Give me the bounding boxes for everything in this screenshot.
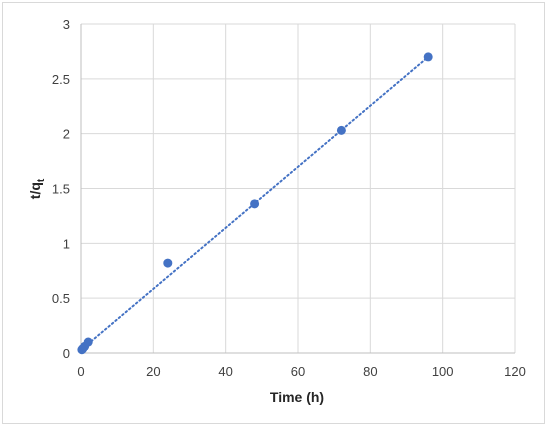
x-tick-label: 120 <box>504 364 526 379</box>
axes <box>80 24 515 354</box>
data-point <box>336 125 346 135</box>
data-point <box>423 52 433 62</box>
y-tick-label: 2 <box>63 127 70 142</box>
chart-frame <box>2 2 545 424</box>
grid-lines <box>81 23 516 353</box>
y-tick-label: 0 <box>63 346 70 361</box>
y-tick-label: 0.5 <box>52 291 70 306</box>
y-axis-title-main: t/q <box>27 182 43 199</box>
x-tick-label: 20 <box>146 364 160 379</box>
y-axis-title-subscript: t <box>36 178 47 182</box>
data-points <box>77 52 433 355</box>
y-tick-label: 1 <box>63 236 70 251</box>
x-tick-label: 80 <box>363 364 377 379</box>
y-tick-label: 2.5 <box>52 72 70 87</box>
y-axis-title: t/qt <box>27 178 47 199</box>
x-axis-title: Time (h) <box>270 389 324 405</box>
x-tick-label: 60 <box>291 364 305 379</box>
data-point <box>250 199 260 209</box>
data-point <box>163 258 173 268</box>
tick-labels: 0 20 40 60 80 100 120 0 0.5 1 1.5 2 2.5 3 <box>52 17 526 379</box>
data-point <box>83 337 93 347</box>
x-tick-label: 100 <box>432 364 454 379</box>
x-tick-label: 40 <box>218 364 232 379</box>
x-tick-label: 0 <box>77 364 84 379</box>
y-tick-label: 1.5 <box>52 182 70 197</box>
y-tick-label: 3 <box>63 17 70 32</box>
